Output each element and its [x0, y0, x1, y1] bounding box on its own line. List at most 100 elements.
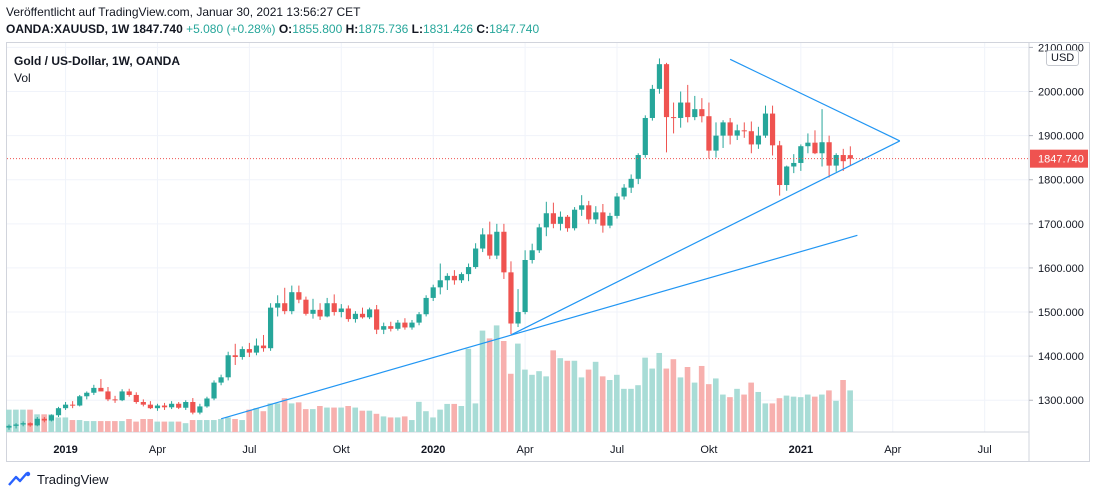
- last-price: 1847.740: [132, 22, 183, 36]
- candle-body: [833, 155, 839, 166]
- volume-bar: [76, 420, 83, 432]
- x-tick-label: 2019: [53, 444, 77, 456]
- x-tick-label: Jul: [242, 444, 256, 456]
- candle-body: [791, 162, 797, 167]
- volume-bar: [486, 338, 493, 432]
- candle-body: [388, 326, 394, 329]
- trendline: [220, 234, 858, 420]
- volume-bar: [20, 409, 26, 432]
- volume-bar: [500, 341, 507, 432]
- candle-body: [430, 287, 436, 298]
- candle-body: [289, 292, 295, 312]
- volume-bar: [621, 388, 627, 432]
- volume-bar: [196, 420, 203, 432]
- candle-body: [755, 135, 762, 145]
- low-value: 1831.426: [423, 22, 474, 36]
- volume-bar: [826, 390, 832, 432]
- candle-body: [706, 116, 712, 151]
- candle-body: [27, 423, 33, 426]
- volume-bar: [578, 377, 585, 432]
- volume-bar: [811, 396, 818, 432]
- volume-bar: [161, 421, 168, 432]
- candle-body: [48, 415, 55, 421]
- volume-bar: [6, 409, 12, 432]
- candle-body: [41, 418, 47, 421]
- volume-bar: [762, 403, 769, 432]
- volume-bar: [507, 373, 514, 432]
- candle-body: [734, 130, 740, 136]
- candle-body: [225, 355, 231, 378]
- candle-body: [133, 394, 139, 403]
- candle-body: [239, 349, 245, 358]
- volume-bar: [677, 377, 684, 432]
- volume-bar: [698, 365, 705, 432]
- y-tick-label: 1400.000: [1038, 351, 1084, 363]
- candle-body: [812, 142, 818, 154]
- volume-bar: [55, 417, 62, 432]
- volume-bar: [741, 394, 747, 432]
- y-tick-label: 1900.000: [1038, 131, 1084, 143]
- candle-body: [614, 196, 620, 216]
- volume-bar: [833, 400, 839, 432]
- candle-body: [713, 135, 719, 151]
- volume-bar: [515, 343, 521, 432]
- volume-bar: [705, 384, 712, 432]
- candle-body: [13, 424, 19, 426]
- volume-bar: [154, 421, 161, 432]
- candle-body: [515, 312, 521, 324]
- volume-bar: [755, 391, 762, 432]
- volume-bar: [599, 376, 606, 432]
- candle-body: [451, 275, 458, 281]
- candle-body: [840, 155, 846, 162]
- candle-body: [62, 404, 69, 409]
- volume-bar: [324, 407, 330, 432]
- volume-bar: [211, 420, 217, 432]
- candle-body: [345, 308, 351, 320]
- low-label: L:: [411, 22, 423, 36]
- volume-bar: [295, 402, 302, 432]
- volume-bar: [684, 367, 691, 432]
- open-value: 1855.800: [292, 22, 343, 36]
- volume-bar: [13, 409, 19, 432]
- volume-bar: [748, 382, 754, 432]
- volume-bar: [302, 409, 309, 432]
- volume-bar: [232, 419, 238, 432]
- candle-body: [140, 402, 146, 405]
- candle-body: [522, 259, 528, 313]
- candle-body: [572, 209, 578, 229]
- volume-bar: [41, 414, 47, 432]
- candle-body: [176, 403, 182, 408]
- volume-bar: [790, 396, 797, 432]
- volume-bar: [691, 382, 698, 432]
- candle-body: [154, 405, 161, 409]
- volume-bar: [720, 394, 726, 432]
- candle-body: [282, 303, 288, 312]
- volume-bar: [387, 417, 394, 432]
- candle-body: [395, 322, 401, 329]
- candle-body: [748, 131, 754, 145]
- volume-bar: [189, 420, 196, 432]
- candle-body: [444, 275, 450, 281]
- volume-bar: [628, 388, 634, 432]
- volume-bar: [557, 358, 564, 432]
- volume-bar: [288, 403, 295, 432]
- volume-bar: [168, 421, 175, 432]
- close-label: C:: [476, 22, 490, 36]
- close-value: 1847.740: [489, 22, 540, 36]
- volume-bar: [663, 368, 670, 432]
- candle-body: [310, 309, 316, 314]
- currency-badge[interactable]: USD: [1046, 50, 1080, 66]
- chart-title: Gold / US-Dollar, 1W, OANDA: [14, 54, 181, 68]
- ohlc-readout: OANDA:XAUUSD, 1W 1847.740 +5.080 (+0.28%…: [6, 22, 539, 36]
- candle-body: [564, 216, 571, 229]
- volume-bar: [281, 398, 288, 432]
- candle-body: [338, 308, 344, 313]
- candle-body: [649, 88, 655, 118]
- chart-frame[interactable]: [6, 42, 1090, 462]
- candle-body: [253, 345, 260, 353]
- tradingview-brand[interactable]: TradingView: [8, 471, 109, 487]
- volume-bar: [147, 419, 153, 432]
- volume-bar: [83, 421, 90, 432]
- candle-body: [543, 213, 549, 228]
